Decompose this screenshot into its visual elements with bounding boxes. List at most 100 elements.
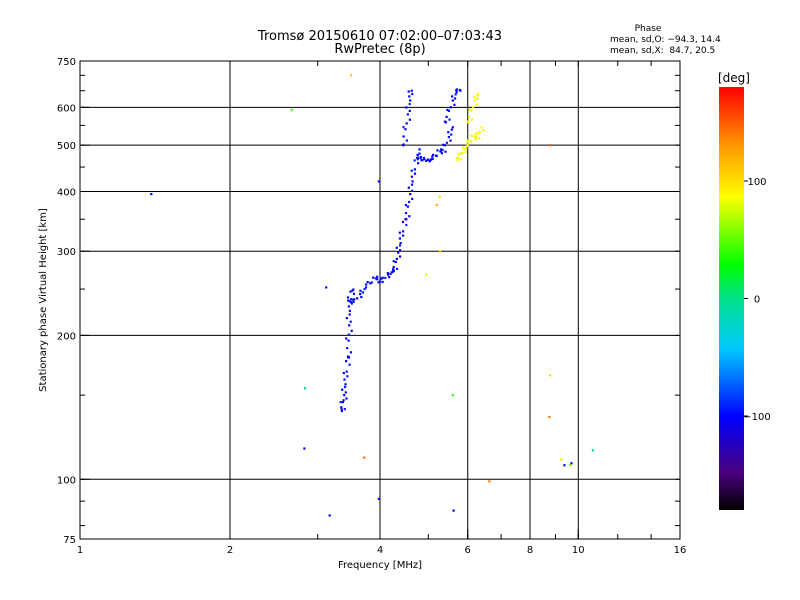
x-mode-point <box>468 115 471 118</box>
colorbar-tick-label: −100 <box>743 412 770 423</box>
x-mode-point <box>548 415 551 419</box>
x-mode-point <box>488 480 491 483</box>
o-mode-point <box>343 394 346 397</box>
o-mode-point <box>439 150 442 153</box>
y-tick-label: 100 <box>57 475 76 486</box>
x-mode-point <box>468 108 471 111</box>
o-mode-point <box>345 370 348 373</box>
o-mode-point <box>378 280 382 283</box>
o-mode-point <box>347 305 350 308</box>
x-axis-label: Frequency [MHz] <box>338 560 422 571</box>
o-mode-point <box>401 220 405 224</box>
y-tick-label: 750 <box>57 57 76 68</box>
o-mode-point <box>442 143 445 146</box>
o-mode-point <box>405 122 408 125</box>
o-mode-point <box>346 296 350 299</box>
o-mode-point <box>447 109 450 112</box>
o-mode-point <box>395 257 398 260</box>
colorbar <box>719 87 744 510</box>
x-mode-point <box>466 139 469 142</box>
o-mode-point <box>405 106 408 109</box>
o-mode-point <box>452 509 455 512</box>
o-mode-point <box>380 277 383 280</box>
o-mode-point <box>376 275 379 278</box>
o-mode-point <box>340 409 343 413</box>
x-mode-point <box>475 132 478 135</box>
x-mode-point <box>470 140 473 143</box>
o-mode-point <box>445 115 448 118</box>
o-mode-point <box>343 378 346 381</box>
o-mode-point <box>454 97 457 100</box>
o-mode-point <box>431 155 434 158</box>
o-mode-point <box>359 289 362 292</box>
x-mode-point <box>477 132 480 135</box>
o-mode-point <box>352 292 356 295</box>
colorbar-ticks: 100 0 −100 <box>743 177 770 423</box>
o-mode-point <box>404 128 407 131</box>
colorbar-tick-label: 100 <box>747 177 766 188</box>
o-mode-point <box>344 385 347 389</box>
phase-stats-heading: Phase <box>635 24 662 34</box>
o-mode-point <box>409 99 412 102</box>
x-mode-point <box>475 136 478 139</box>
x-mode-point <box>457 157 460 160</box>
o-mode-point <box>413 168 416 171</box>
o-mode-point <box>402 126 405 129</box>
o-mode-point <box>390 271 393 274</box>
o-mode-point <box>435 154 438 157</box>
o-mode-point <box>348 363 351 366</box>
x-mode-point <box>350 74 353 77</box>
x-mode-point <box>549 374 552 377</box>
x-mode-point <box>425 273 428 276</box>
o-mode-point <box>347 339 350 342</box>
o-mode-point <box>398 231 401 234</box>
o-mode-point <box>372 276 375 279</box>
o-mode-point <box>411 92 414 96</box>
x-mode-point <box>471 118 474 121</box>
o-mode-point <box>349 351 352 354</box>
o-mode-point <box>381 276 384 279</box>
o-mode-point <box>344 383 347 386</box>
o-mode-point <box>449 106 452 109</box>
x-tick-label: 10 <box>572 545 585 556</box>
o-mode-point <box>408 200 411 204</box>
o-mode-point <box>459 89 462 92</box>
o-mode-point <box>386 273 390 276</box>
o-mode-point <box>426 158 429 161</box>
phase-stats-o: mean, sd,O: −94.3, 14.4 <box>610 35 721 45</box>
x-mode-point <box>482 129 485 132</box>
o-mode-point <box>416 153 419 156</box>
o-mode-point <box>328 514 331 517</box>
o-mode-point <box>399 249 402 252</box>
o-mode-point <box>443 144 446 147</box>
o-mode-point <box>377 497 380 500</box>
x-mode-point <box>560 458 563 461</box>
x-mode-point <box>462 146 465 149</box>
o-mode-point <box>384 276 387 279</box>
o-mode-point <box>356 297 359 300</box>
o-mode-point <box>345 317 348 320</box>
o-mode-point <box>345 337 348 340</box>
o-mode-point <box>398 237 401 240</box>
o-mode-point <box>392 269 395 272</box>
x-mode-point <box>466 144 469 147</box>
o-mode-point <box>360 296 363 299</box>
o-mode-point <box>455 91 458 94</box>
x-tick-label: 16 <box>674 545 687 556</box>
o-mode-point <box>413 159 416 162</box>
o-mode-point <box>408 95 411 98</box>
x-mode-point <box>290 109 293 112</box>
o-mode-point <box>363 288 366 291</box>
o-mode-point <box>350 301 353 304</box>
o-mode-point <box>349 320 352 323</box>
o-mode-point <box>348 324 351 327</box>
o-mode-point <box>389 272 392 275</box>
o-mode-point <box>410 89 413 92</box>
x-mode-point <box>435 203 438 206</box>
o-mode-point <box>405 139 408 142</box>
o-mode-point <box>425 159 428 162</box>
o-mode-point <box>423 158 426 161</box>
o-mode-point <box>441 149 444 152</box>
o-mode-point <box>451 95 454 98</box>
